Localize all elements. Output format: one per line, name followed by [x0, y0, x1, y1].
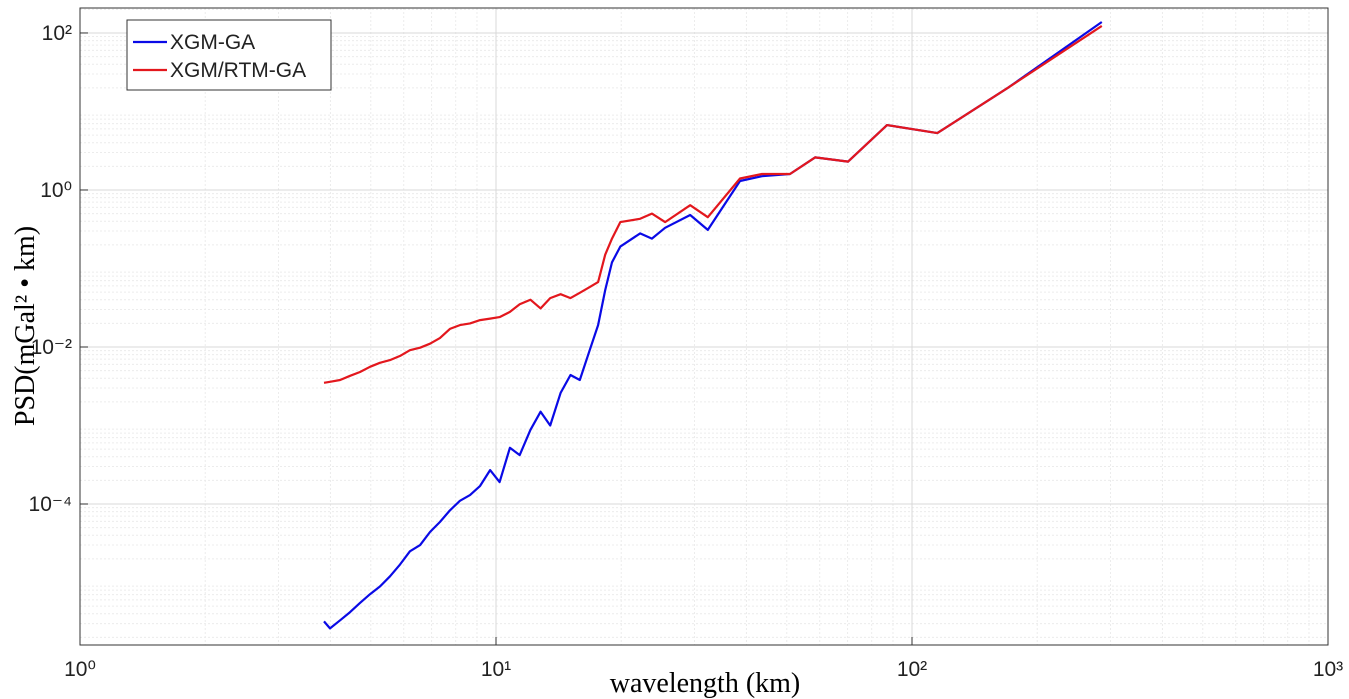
- y-tick-label: 10⁻²: [31, 336, 72, 359]
- x-tick-label: 10²: [897, 658, 927, 681]
- y-tick-label: 10⁰: [40, 179, 72, 202]
- legend-label: XGM/RTM-GA: [170, 59, 306, 82]
- y-tick-label: 10²: [42, 22, 72, 45]
- legend-label: XGM-GA: [170, 31, 255, 54]
- axes-box: [79, 7, 1329, 646]
- x-tick-label: 10¹: [481, 658, 511, 681]
- x-tick-label: 10⁰: [64, 658, 96, 681]
- series-line: [323, 21, 1103, 630]
- x-axis-label: wavelength (km): [610, 668, 801, 699]
- legend: XGM-GA XGM/RTM-GA: [133, 31, 306, 82]
- legend-box: [126, 19, 332, 91]
- y-tick-label: 10⁻⁴: [29, 493, 72, 516]
- y-axis-label: PSD(mGal² • km): [10, 226, 41, 426]
- x-tick-label: 10³: [1313, 658, 1343, 681]
- series-line: [323, 24, 1103, 384]
- lines: [323, 21, 1103, 630]
- plot-area: [80, 8, 1328, 645]
